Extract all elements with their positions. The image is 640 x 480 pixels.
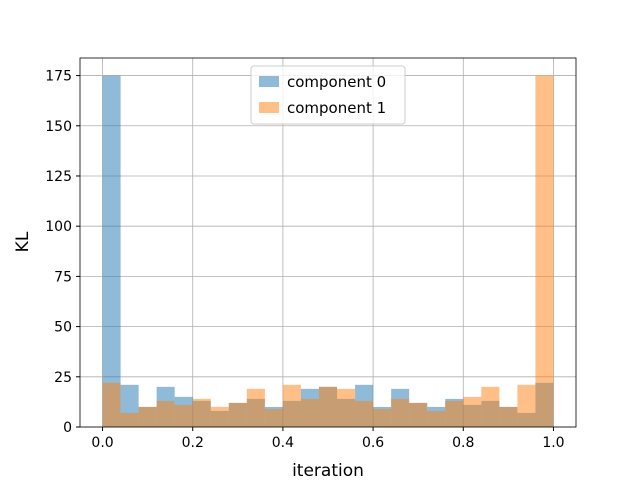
- bar: [499, 406, 518, 427]
- bar: [391, 398, 410, 427]
- bar: [318, 386, 338, 427]
- bar: [120, 412, 139, 427]
- legend: component 0 component 1: [250, 65, 406, 125]
- bar: [409, 402, 428, 427]
- bar: [427, 410, 446, 427]
- bar: [373, 408, 392, 427]
- y-tick-label: 75: [54, 269, 72, 285]
- plot-frame: [79, 57, 577, 428]
- y-tick-label: 50: [54, 320, 72, 336]
- x-tick-label: 1.0: [542, 435, 564, 451]
- y-tick-label: 175: [45, 69, 72, 85]
- x-axis-label: iteration: [292, 461, 364, 480]
- bar: [355, 400, 374, 427]
- bar: [517, 384, 536, 427]
- legend-label: component 0: [287, 73, 386, 91]
- y-tick-label: 0: [63, 420, 72, 436]
- y-tick-label: 25: [54, 370, 72, 386]
- y-axis-label: KL: [13, 231, 33, 252]
- bar: [138, 406, 157, 427]
- bar: [264, 408, 283, 427]
- bar: [282, 384, 301, 427]
- bar: [228, 402, 247, 427]
- bar: [463, 396, 482, 427]
- bar: [300, 398, 319, 427]
- bar: [445, 400, 464, 427]
- bar: [337, 388, 356, 427]
- legend-swatch: [259, 76, 279, 87]
- bar: [102, 382, 121, 427]
- y-tick-label: 150: [45, 119, 72, 135]
- x-tick-label: 0.2: [182, 435, 204, 451]
- legend-frame: [250, 65, 406, 125]
- x-tick-label: 0.8: [452, 435, 474, 451]
- x-tick-label: 0.6: [362, 435, 384, 451]
- bar: [156, 400, 175, 427]
- y-tick-label: 125: [45, 169, 72, 185]
- x-tick-label: 0.0: [91, 435, 113, 451]
- bar: [481, 386, 500, 427]
- bar: [192, 398, 211, 427]
- y-tick-label: 100: [45, 219, 72, 235]
- bar: [210, 406, 229, 427]
- legend-label: component 1: [287, 99, 386, 117]
- bar: [102, 75, 121, 428]
- x-tick-label: 0.4: [272, 435, 294, 451]
- legend-swatch: [259, 102, 279, 113]
- bar: [246, 388, 265, 427]
- bar: [535, 75, 554, 428]
- bar: [174, 404, 193, 427]
